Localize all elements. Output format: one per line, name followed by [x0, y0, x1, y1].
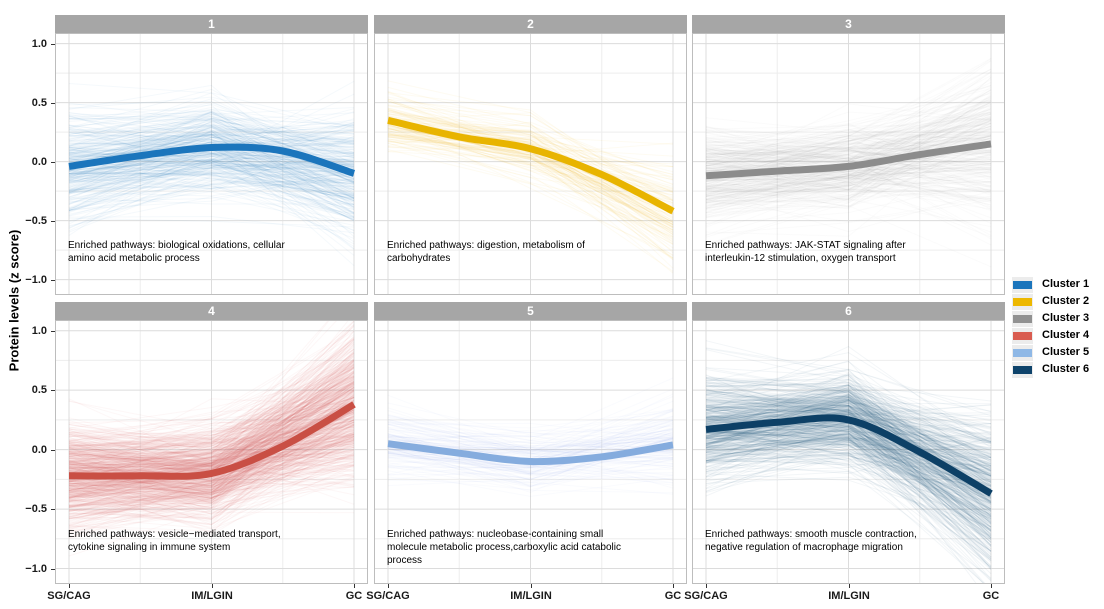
y-tick-mark	[51, 390, 55, 391]
y-tick-mark	[51, 280, 55, 281]
x-tick-label: SG/CAG	[684, 590, 728, 602]
panel-plot-6	[692, 320, 1005, 584]
y-tick-label: 0.0	[31, 156, 47, 168]
y-tick-label: 0.0	[31, 444, 47, 456]
x-tick-mark	[212, 584, 213, 588]
legend-item: Cluster 4	[1012, 327, 1089, 344]
legend-color-swatch	[1013, 297, 1032, 306]
x-tick-label: GC	[664, 590, 682, 602]
legend-color-swatch	[1013, 365, 1032, 374]
panel-annotation-4: Enriched pathways: vesicle−mediated tran…	[68, 529, 281, 553]
y-tick-label: 1.0	[31, 325, 47, 337]
y-tick-label: 0.5	[31, 384, 47, 396]
legend-label: Cluster 6	[1042, 363, 1090, 375]
panel-annotation-1: Enriched pathways: biological oxidations…	[68, 240, 285, 264]
x-tick-label: GC	[345, 590, 363, 602]
x-tick-mark	[388, 584, 389, 588]
y-tick-mark	[51, 162, 55, 163]
panel-plot-2	[374, 33, 687, 295]
y-tick-mark	[51, 221, 55, 222]
legend-label: Cluster 3	[1042, 312, 1090, 324]
legend-key	[1012, 276, 1033, 293]
legend-item: Cluster 5	[1012, 344, 1089, 361]
x-tick-label: IM/LGIN	[510, 590, 552, 602]
y-tick-mark	[51, 44, 55, 45]
y-tick-label: −1.0	[25, 563, 47, 575]
x-tick-mark	[531, 584, 532, 588]
panel-plot-1	[55, 33, 368, 295]
legend-label: Cluster 4	[1042, 329, 1090, 341]
legend-label: Cluster 5	[1042, 346, 1090, 358]
legend-item: Cluster 3	[1012, 310, 1089, 327]
panel-plot-5	[374, 320, 687, 584]
y-tick-label: −1.0	[25, 274, 47, 286]
legend-color-swatch	[1013, 314, 1032, 323]
facet-strip-3: 3	[692, 15, 1005, 33]
panel-annotation-3: Enriched pathways: JAK-STAT signaling af…	[705, 240, 906, 264]
legend-label: Cluster 2	[1042, 295, 1090, 307]
legend-key	[1012, 327, 1033, 344]
legend-color-swatch	[1013, 331, 1032, 340]
panel-annotation-5: Enriched pathways: nucleobase-containing…	[387, 529, 621, 566]
x-tick-label: IM/LGIN	[828, 590, 870, 602]
facet-strip-2: 2	[374, 15, 687, 33]
y-tick-label: −0.5	[25, 503, 47, 515]
y-tick-label: 0.5	[31, 97, 47, 109]
legend-item: Cluster 1	[1012, 276, 1089, 293]
panel-plot-4	[55, 320, 368, 584]
panel-plot-3	[692, 33, 1005, 295]
x-tick-label: IM/LGIN	[191, 590, 233, 602]
legend-item: Cluster 2	[1012, 293, 1089, 310]
y-tick-mark	[51, 103, 55, 104]
y-tick-mark	[51, 450, 55, 451]
legend-key	[1012, 344, 1033, 361]
facet-strip-4: 4	[55, 302, 368, 320]
legend: Cluster 1 Cluster 2 Cluster 3 Cluster 4 Clus…	[1012, 276, 1089, 378]
y-tick-mark	[51, 569, 55, 570]
legend-key	[1012, 293, 1033, 310]
legend-color-swatch	[1013, 348, 1032, 357]
facet-strip-5: 5	[374, 302, 687, 320]
panel-annotation-2: Enriched pathways: digestion, metabolism…	[387, 240, 585, 264]
x-tick-mark	[706, 584, 707, 588]
legend-label: Cluster 1	[1042, 278, 1090, 290]
y-tick-mark	[51, 509, 55, 510]
legend-color-swatch	[1013, 280, 1032, 289]
y-tick-mark	[51, 331, 55, 332]
x-tick-label: SG/CAG	[47, 590, 91, 602]
x-tick-label: SG/CAG	[366, 590, 410, 602]
facet-strip-1: 1	[55, 15, 368, 33]
legend-key	[1012, 310, 1033, 327]
x-tick-mark	[354, 584, 355, 588]
legend-key	[1012, 361, 1033, 378]
facet-strip-6: 6	[692, 302, 1005, 320]
y-tick-label: −0.5	[25, 215, 47, 227]
x-tick-mark	[69, 584, 70, 588]
y-tick-label: 1.0	[31, 38, 47, 50]
x-tick-label: GC	[982, 590, 1000, 602]
panel-annotation-6: Enriched pathways: smooth muscle contrac…	[705, 529, 917, 553]
x-tick-mark	[991, 584, 992, 588]
x-tick-mark	[673, 584, 674, 588]
legend-item: Cluster 6	[1012, 361, 1089, 378]
x-tick-mark	[849, 584, 850, 588]
